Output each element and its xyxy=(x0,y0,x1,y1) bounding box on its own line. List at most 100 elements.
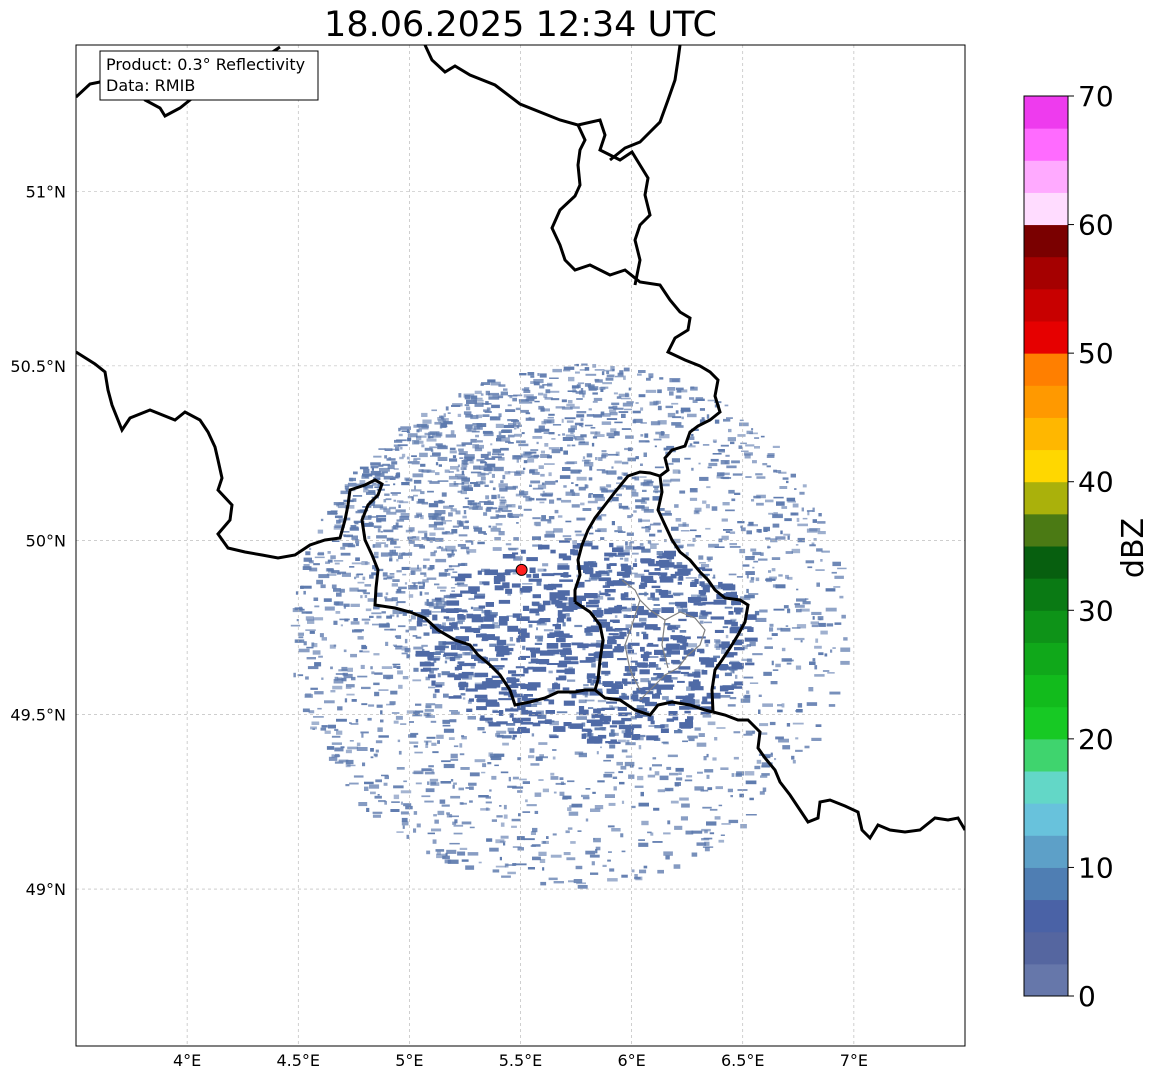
echo-pixel xyxy=(618,393,630,397)
echo-pixel xyxy=(392,663,401,666)
echo-pixel xyxy=(542,490,545,495)
echo-pixel xyxy=(576,882,586,885)
echo-pixel xyxy=(674,504,679,508)
echo-pixel xyxy=(396,635,402,639)
echo-pixel xyxy=(375,749,379,753)
echo-pixel xyxy=(582,540,593,545)
echo-pixel xyxy=(552,756,556,760)
echo-pixel xyxy=(472,643,478,647)
echo-pixel xyxy=(676,544,684,548)
echo-pixel xyxy=(436,851,441,855)
echo-pixel xyxy=(400,790,412,794)
echo-pixel xyxy=(618,476,622,479)
echo-pixel xyxy=(366,807,370,812)
echo-pixel xyxy=(480,453,489,459)
echo-pixel xyxy=(508,548,517,551)
echo-pixel xyxy=(448,737,455,740)
echo-pixel xyxy=(536,441,539,445)
echo-pixel xyxy=(334,515,343,518)
echo-pixel xyxy=(327,724,336,729)
echo-pixel xyxy=(558,675,567,679)
echo-pixel xyxy=(647,642,654,646)
echo-pixel xyxy=(574,438,585,441)
echo-pixel xyxy=(383,475,394,480)
echo-pixel xyxy=(428,765,434,768)
echo-pixel xyxy=(655,589,662,593)
echo-pixel xyxy=(706,753,709,758)
echo-pixel xyxy=(644,580,657,583)
echo-pixel xyxy=(363,488,369,493)
echo-pixel xyxy=(702,611,708,616)
echo-pixel xyxy=(464,627,479,633)
echo-pixel xyxy=(775,736,784,740)
echo-pixel xyxy=(381,666,393,669)
echo-pixel xyxy=(431,680,436,686)
echo-pixel xyxy=(588,477,593,481)
echo-pixel xyxy=(754,446,760,449)
echo-pixel xyxy=(334,562,340,565)
echo-pixel xyxy=(621,850,626,853)
echo-pixel xyxy=(452,525,460,528)
echo-pixel xyxy=(816,548,823,552)
echo-pixel xyxy=(443,616,450,619)
echo-pixel xyxy=(635,456,639,460)
echo-pixel xyxy=(633,510,637,513)
echo-pixel xyxy=(446,849,457,854)
echo-pixel xyxy=(480,624,495,629)
echo-pixel xyxy=(426,438,437,442)
echo-pixel xyxy=(334,747,344,752)
echo-pixel xyxy=(359,650,363,653)
echo-pixel xyxy=(551,599,560,605)
echo-pixel xyxy=(634,476,640,481)
echo-pixel xyxy=(687,543,695,547)
echo-pixel xyxy=(666,445,675,451)
echo-pixel xyxy=(600,654,614,658)
echo-pixel xyxy=(812,519,817,523)
echo-pixel xyxy=(421,620,430,623)
echo-pixel xyxy=(441,492,447,497)
echo-pixel xyxy=(592,791,596,794)
echo-pixel xyxy=(522,586,533,592)
echo-pixel xyxy=(540,473,545,477)
echo-pixel xyxy=(802,484,807,488)
echo-pixel xyxy=(429,778,439,782)
echo-pixel xyxy=(381,471,388,474)
echo-pixel xyxy=(622,461,629,465)
echo-pixel xyxy=(470,606,474,610)
echo-pixel xyxy=(331,570,340,574)
echo-pixel xyxy=(604,589,616,593)
echo-pixel xyxy=(501,875,511,878)
echo-pixel xyxy=(548,583,554,589)
echo-pixel xyxy=(364,786,369,791)
echo-pixel xyxy=(636,609,649,616)
echo-pixel xyxy=(535,635,544,639)
echo-pixel xyxy=(650,720,655,725)
echo-pixel xyxy=(307,619,315,624)
echo-pixel xyxy=(668,711,678,716)
echo-pixel xyxy=(500,657,508,661)
echo-pixel xyxy=(383,529,394,533)
echo-pixel xyxy=(661,724,669,728)
echo-pixel xyxy=(676,562,683,567)
echo-pixel xyxy=(792,759,796,764)
echo-pixel xyxy=(714,737,718,741)
echo-pixel xyxy=(758,753,762,756)
echo-pixel xyxy=(572,544,582,549)
echo-pixel xyxy=(336,730,343,735)
echo-pixel xyxy=(538,465,544,469)
echo-pixel xyxy=(476,426,481,430)
echo-pixel xyxy=(401,817,408,822)
echo-pixel xyxy=(418,425,429,430)
echo-pixel xyxy=(831,571,837,574)
echo-pixel xyxy=(691,594,701,598)
echo-pixel xyxy=(628,774,635,779)
echo-pixel xyxy=(604,552,617,557)
echo-pixel xyxy=(538,851,547,856)
echo-pixel xyxy=(474,593,486,598)
echo-pixel xyxy=(448,565,460,568)
echo-pixel xyxy=(636,687,646,694)
echo-pixel xyxy=(653,438,662,441)
echo-pixel xyxy=(713,599,727,605)
echo-pixel xyxy=(430,782,440,786)
echo-pixel xyxy=(606,374,615,378)
